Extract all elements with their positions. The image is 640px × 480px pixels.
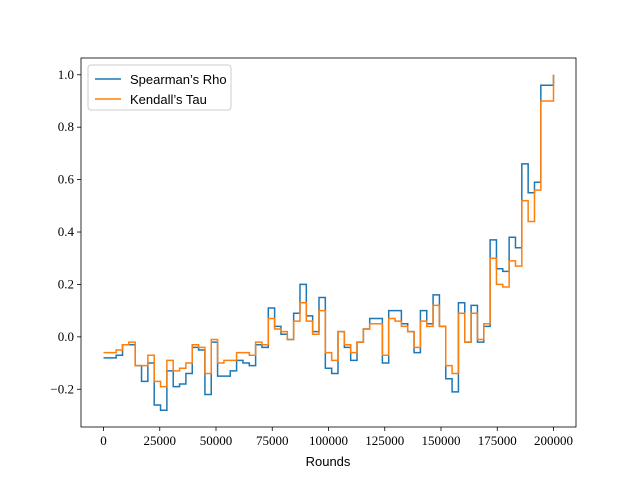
- step-line: [103, 74, 555, 388]
- y-tick-label: 0.2: [58, 276, 74, 291]
- y-tick-label: 1.0: [58, 67, 74, 82]
- x-tick-label: 0: [100, 433, 107, 448]
- x-tick-label: 50000: [200, 433, 233, 448]
- legend-box: [87, 64, 232, 111]
- step-line: [103, 74, 555, 411]
- y-tick-label: 0.4: [58, 224, 75, 239]
- x-tick-label: 75000: [256, 433, 289, 448]
- x-tick-label: 200000: [534, 433, 573, 448]
- plot-area: [80, 57, 577, 428]
- legend-label: Spearman’s Rho: [130, 72, 227, 87]
- x-tick-label: 175000: [478, 433, 517, 448]
- y-tick-label: −0.2: [50, 381, 74, 396]
- y-tick-label: 0.8: [58, 119, 74, 134]
- y-tick-label: 0.6: [58, 172, 75, 187]
- y-tick-label: 0.0: [58, 329, 74, 344]
- x-axis-label: Rounds: [306, 454, 351, 469]
- legend-label: Kendall’s Tau: [130, 92, 207, 107]
- x-tick-label: 25000: [144, 433, 177, 448]
- x-tick-label: 150000: [422, 433, 461, 448]
- x-tick-label: 100000: [309, 433, 348, 448]
- x-tick-label: 125000: [365, 433, 404, 448]
